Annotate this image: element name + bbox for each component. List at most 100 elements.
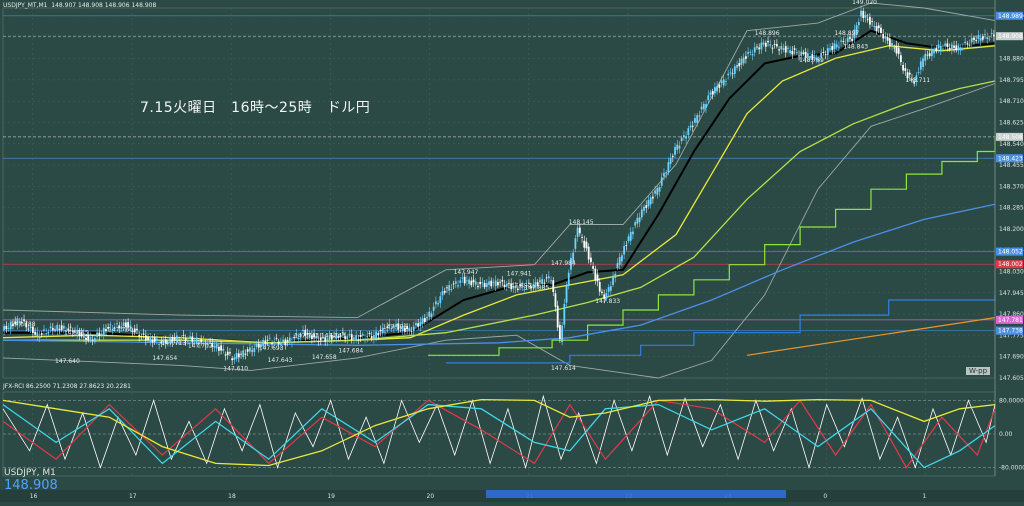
candle-body — [282, 339, 285, 342]
candle-body — [346, 336, 349, 340]
candle-body — [211, 343, 214, 347]
candle-body — [434, 301, 437, 305]
x-tick-label: 19 — [327, 493, 335, 500]
candle-body — [386, 326, 389, 328]
candle-body — [992, 34, 995, 37]
candle-body — [718, 84, 721, 88]
candle-body — [229, 352, 231, 354]
candle-body — [793, 48, 796, 50]
candle-body — [917, 72, 920, 74]
candle-body — [574, 238, 577, 249]
candle-body — [379, 329, 382, 332]
price-tag-label: 148.002 — [998, 261, 1023, 268]
candle-body — [36, 332, 39, 337]
candle-body — [257, 343, 260, 348]
candle-body — [656, 188, 659, 195]
candle-body — [107, 326, 110, 329]
candle-body — [96, 332, 99, 337]
candle-body — [426, 317, 428, 319]
candle-body — [85, 337, 87, 340]
candle-body — [523, 289, 526, 290]
candle-body — [545, 277, 548, 279]
candle-body — [767, 40, 769, 43]
candle-body — [273, 341, 276, 343]
candle-body — [576, 227, 579, 237]
candle-body — [286, 339, 289, 342]
x-tick-label: 0 — [823, 493, 827, 500]
candle-body — [612, 275, 614, 285]
candle-body — [459, 280, 462, 283]
candle-body — [775, 44, 778, 47]
x-tick-label: 20 — [427, 493, 435, 500]
y-tick-label: 148.030 — [999, 269, 1024, 276]
candle-body — [268, 337, 271, 339]
candle-body — [454, 281, 457, 284]
candle-body — [45, 333, 48, 335]
orange-trend-line — [746, 317, 996, 356]
candle-body — [355, 335, 358, 340]
y-tick-label: 148.880 — [999, 56, 1024, 63]
candle-body — [133, 328, 136, 333]
candle-body — [705, 104, 707, 108]
price-annotation: 147.693 — [259, 345, 284, 352]
candle-body — [981, 36, 984, 40]
candle-body — [594, 268, 597, 281]
candle-body — [200, 339, 203, 343]
candle-body — [304, 329, 307, 337]
candle-body — [499, 281, 502, 283]
candle-body — [129, 325, 132, 328]
candle-body — [605, 292, 608, 299]
candle-body — [596, 274, 599, 282]
candle-body — [295, 333, 298, 336]
candle-body — [140, 336, 143, 338]
candle-body — [38, 335, 41, 339]
candle-body — [248, 347, 251, 352]
candle-body — [209, 340, 211, 342]
candle-body — [25, 322, 28, 328]
candle-body — [764, 42, 767, 47]
candle-body — [678, 145, 681, 149]
candle-body — [837, 46, 840, 48]
candle-body — [397, 323, 400, 330]
candle-body — [153, 337, 156, 342]
candle-body — [366, 335, 369, 338]
price-annotation: 148.789 — [799, 57, 824, 64]
price-tag-box — [996, 247, 1023, 256]
candle-body — [738, 63, 741, 67]
price-annotation: 148.711 — [905, 77, 930, 84]
price-annotation: 147.713 — [161, 340, 186, 347]
candle-body — [789, 50, 792, 54]
rci-tick-label: -80.0000 — [999, 465, 1024, 472]
price-annotation: 147.755 — [64, 329, 89, 336]
candle-body — [173, 337, 176, 340]
candle-body — [122, 322, 125, 327]
y-tick-label: 148.625 — [999, 119, 1024, 126]
candle-body — [747, 52, 750, 54]
candle-body — [671, 156, 674, 157]
rci-line-3 — [2, 403, 996, 469]
candle-body — [288, 337, 291, 343]
candle-body — [955, 45, 958, 51]
candle-body — [485, 283, 488, 287]
candle-body — [350, 334, 353, 340]
candle-body — [733, 66, 736, 74]
candle-body — [335, 333, 338, 340]
y-tick-label: 147.775 — [999, 332, 1024, 339]
candle-body — [857, 22, 860, 26]
candle-body — [831, 46, 834, 51]
candle-body — [82, 333, 85, 338]
candle-body — [58, 328, 61, 331]
candle-body — [970, 37, 973, 43]
candle-body — [120, 326, 123, 330]
candle-body — [381, 327, 384, 333]
candle-body — [457, 285, 459, 287]
candle-body — [979, 38, 982, 41]
price-annotation: 147.614 — [551, 365, 576, 372]
candle-body — [118, 325, 121, 329]
candle-body — [131, 331, 134, 332]
candle-body — [782, 48, 785, 50]
candle-body — [341, 332, 344, 334]
candle-body — [142, 333, 145, 335]
candle-body — [601, 291, 603, 293]
